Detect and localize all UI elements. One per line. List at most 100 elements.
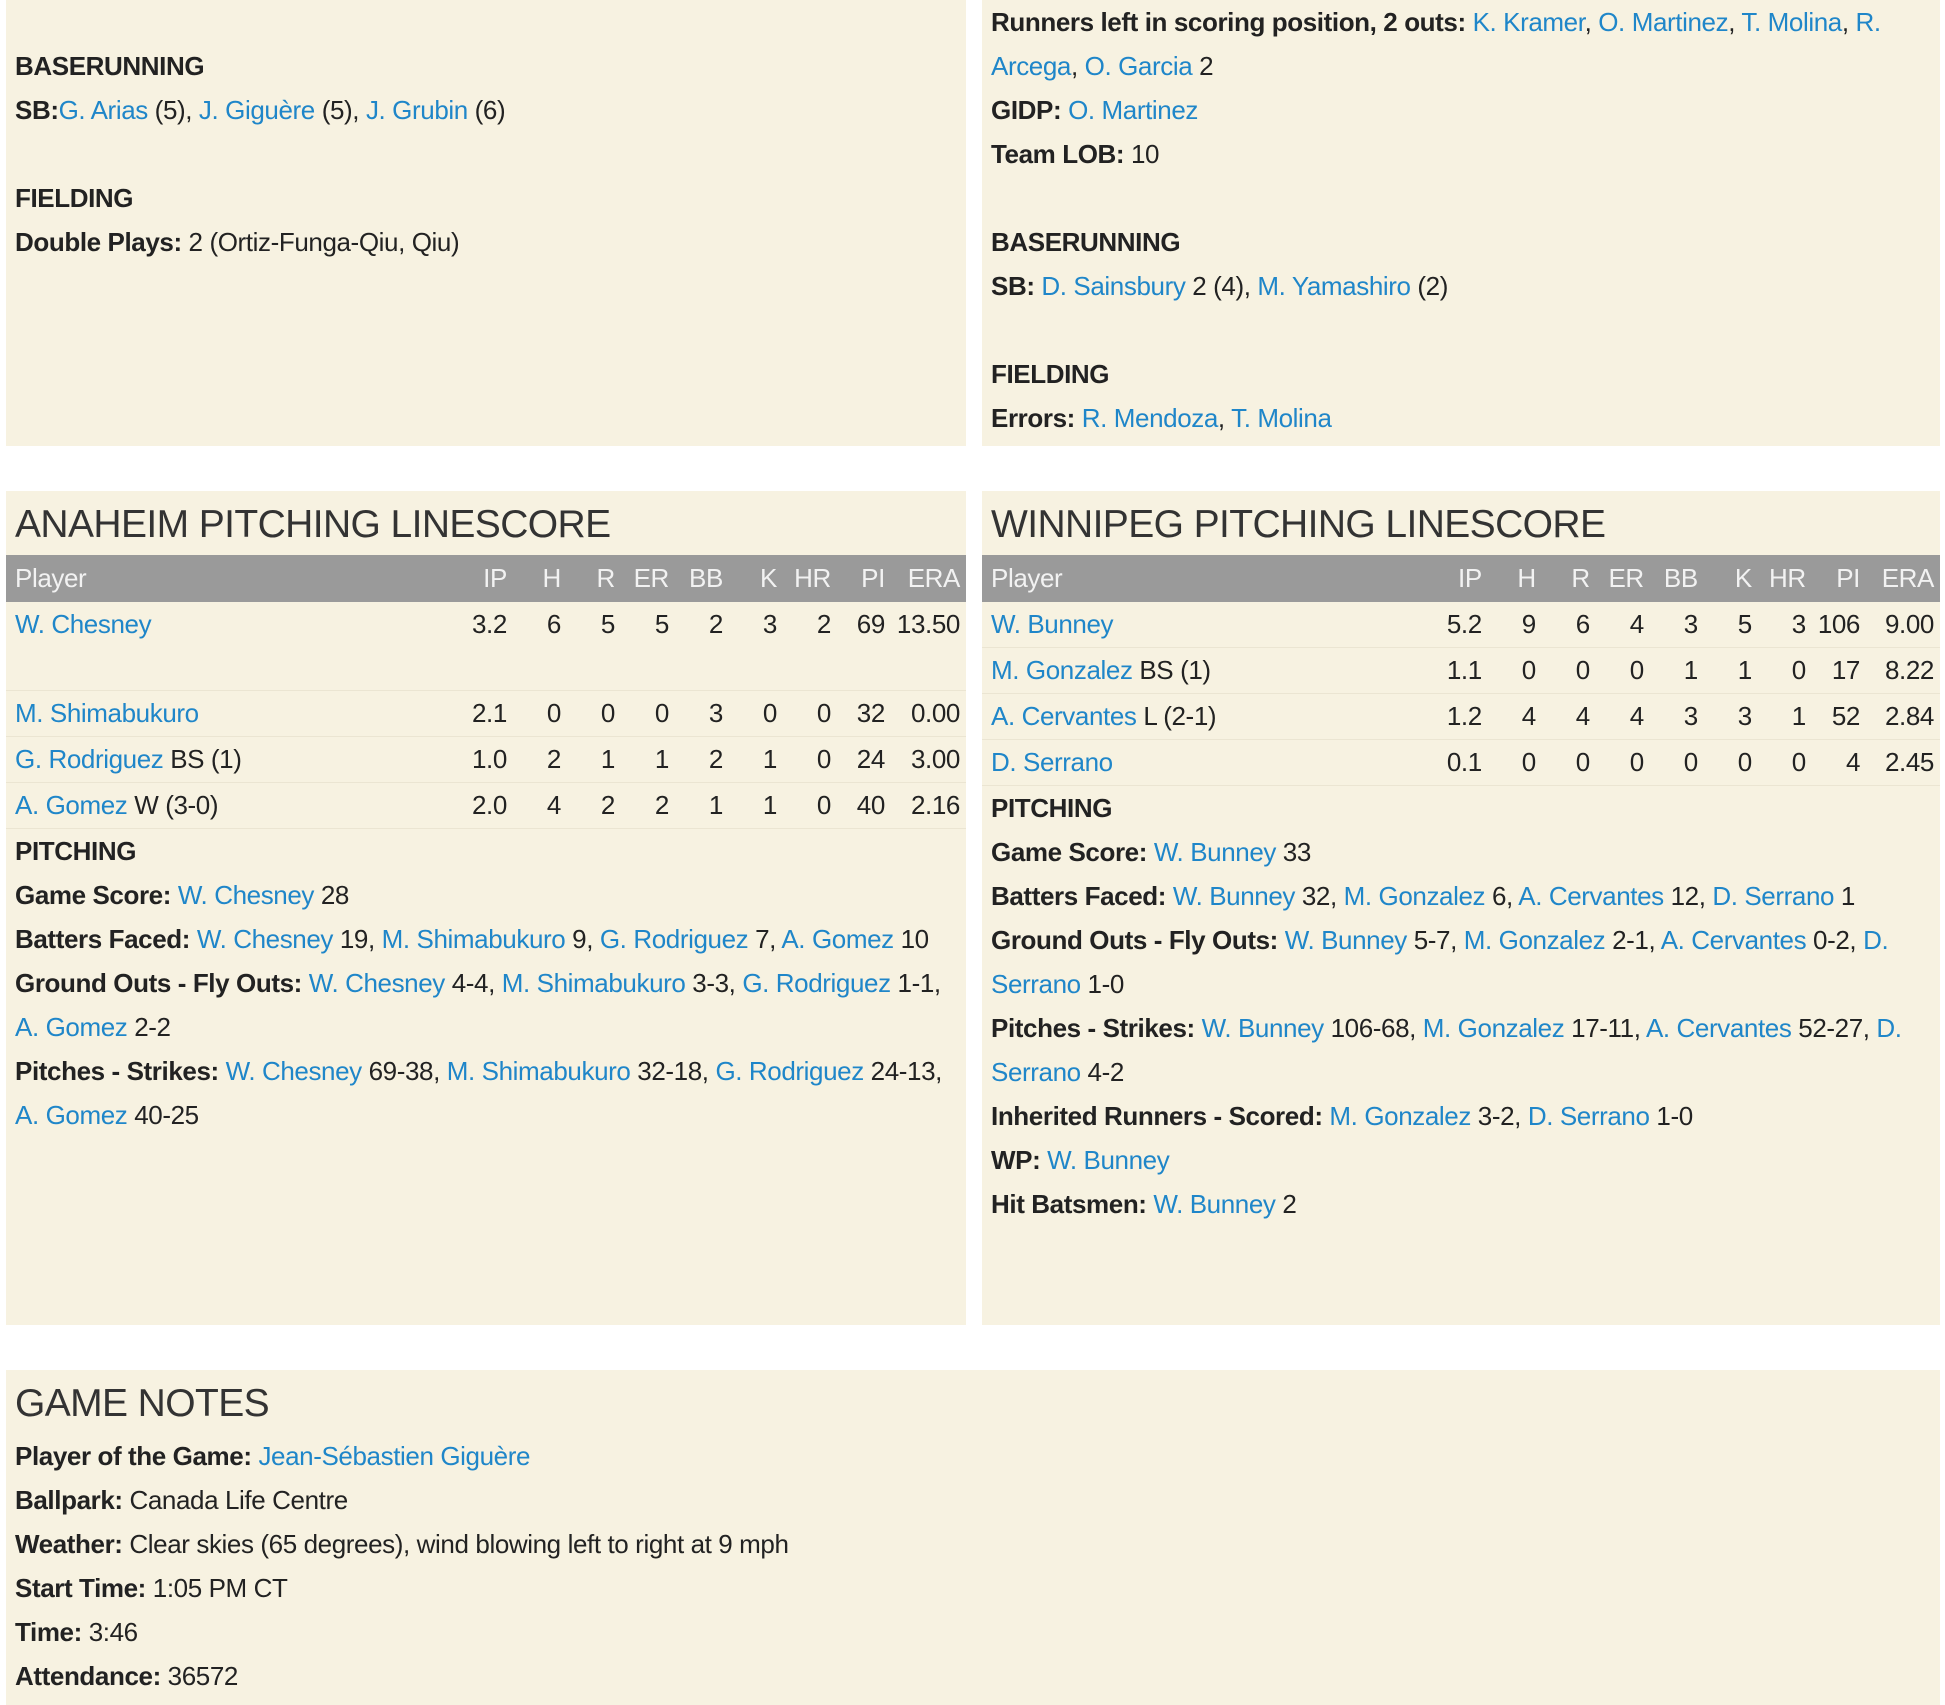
column-header-k[interactable]: K xyxy=(728,555,783,602)
stat-er: 4 xyxy=(1595,602,1650,648)
player-link[interactable]: A. Cervantes xyxy=(1660,925,1807,955)
player-link[interactable]: O. Garcia xyxy=(1084,51,1193,81)
player-link[interactable]: M. Yamashiro xyxy=(1257,271,1411,301)
player-link[interactable]: W. Bunney xyxy=(1153,837,1277,867)
column-header-pi[interactable]: PI xyxy=(1811,555,1866,602)
column-header-player[interactable]: Player xyxy=(982,555,1434,602)
note-label: Team LOB: xyxy=(991,139,1125,169)
player-link[interactable]: D. Serrano xyxy=(991,1013,1902,1087)
player-link[interactable]: W. Chesney xyxy=(15,609,152,639)
player-link[interactable]: W. Bunney xyxy=(1201,1013,1325,1043)
player-link[interactable]: R. Arcega xyxy=(991,7,1881,81)
column-header-k[interactable]: K xyxy=(1703,555,1758,602)
player-link[interactable]: W. Bunney xyxy=(1047,1145,1170,1175)
player-link[interactable]: M. Gonzalez xyxy=(1329,1101,1471,1131)
note-text: , xyxy=(1841,7,1856,37)
player-link[interactable]: D. Serrano xyxy=(991,925,1889,999)
player-link[interactable]: G. Rodriguez xyxy=(742,968,891,998)
player-link[interactable]: A. Gomez xyxy=(15,1100,128,1130)
note-line: WP: W. Bunney xyxy=(991,1138,1931,1182)
player-link[interactable]: T. Molina xyxy=(1231,403,1332,433)
player-link[interactable]: G. Rodriguez xyxy=(15,744,164,774)
player-link[interactable]: J. Grubin xyxy=(365,95,468,125)
note-text: (6) xyxy=(467,95,506,125)
stat-bb: 2 xyxy=(674,602,729,691)
column-header-er[interactable]: ER xyxy=(620,555,675,602)
player-link[interactable]: G. Rodriguez xyxy=(715,1056,864,1086)
player-link[interactable]: A. Gomez xyxy=(15,790,128,820)
decision-note: L (2-1) xyxy=(1136,701,1217,731)
player-link[interactable]: M. Shimabukuro xyxy=(501,968,686,998)
note-label: Player of the Game: xyxy=(15,1441,252,1471)
stat-hr: 1 xyxy=(1757,693,1812,740)
stat-ip: 2.0 xyxy=(458,782,513,829)
pitching-notes: PITCHING Game Score: W. Bunney 33 Batters … xyxy=(991,786,1931,1226)
player-link[interactable]: D. Serrano xyxy=(1712,881,1835,911)
player-link[interactable]: R. Mendoza xyxy=(1081,403,1219,433)
stat-k: 1 xyxy=(728,736,783,783)
player-link[interactable]: T. Molina xyxy=(1741,7,1842,37)
stat-r: 0 xyxy=(1541,647,1596,694)
player-link[interactable]: J. Giguère xyxy=(198,95,315,125)
player-link[interactable]: W. Bunney xyxy=(1153,1189,1276,1219)
column-header-er[interactable]: ER xyxy=(1595,555,1650,602)
winnipeg-pitching-panel: WINNIPEG PITCHING LINESCORE Player IP H R ER… xyxy=(982,491,1940,1325)
column-header-bb[interactable]: BB xyxy=(674,555,729,602)
player-link[interactable]: D. Serrano xyxy=(1527,1101,1650,1131)
player-link[interactable]: A. Cervantes xyxy=(1645,1013,1792,1043)
note-text xyxy=(190,924,197,954)
player-link[interactable]: O. Martinez xyxy=(1068,95,1199,125)
player-link[interactable]: M. Gonzalez xyxy=(1343,881,1486,911)
player-link[interactable]: W. Chesney xyxy=(308,968,446,998)
column-header-h[interactable]: H xyxy=(512,555,567,602)
game-notes-panel: GAME NOTES Player of the Game: Jean-Séba… xyxy=(6,1370,1940,1705)
note-text: , xyxy=(1070,51,1085,81)
note-text: 24-13, xyxy=(863,1056,943,1086)
column-header-r[interactable]: R xyxy=(566,555,621,602)
player-link[interactable]: W. Bunney xyxy=(1284,925,1408,955)
player-link[interactable]: O. Martinez xyxy=(1598,7,1729,37)
player-link[interactable]: D. Sainsbury xyxy=(1041,271,1186,301)
player-link[interactable]: W. Chesney xyxy=(225,1056,363,1086)
column-header-ip[interactable]: IP xyxy=(1433,555,1488,602)
player-link[interactable]: M. Shimabukuro xyxy=(446,1056,631,1086)
player-link[interactable]: M. Shimabukuro xyxy=(381,924,566,954)
player-link[interactable]: W. Bunney xyxy=(991,609,1114,639)
stat-h: 0 xyxy=(512,690,567,737)
stat-er: 2 xyxy=(620,782,675,829)
note-label: Pitches - Strikes: xyxy=(15,1056,219,1086)
column-header-ip[interactable]: IP xyxy=(458,555,513,602)
player-link[interactable]: G. Arias xyxy=(58,95,149,125)
column-header-h[interactable]: H xyxy=(1487,555,1542,602)
stat-ip: 3.2 xyxy=(458,602,513,691)
anaheim-notes-panel: BASERUNNING SB:G. Arias (5), J. Giguère (… xyxy=(6,0,966,446)
notes-list: BASERUNNING SB:G. Arias (5), J. Giguère (… xyxy=(15,44,957,264)
column-header-hr[interactable]: HR xyxy=(782,555,837,602)
player-link[interactable]: Jean-Sébastien Giguère xyxy=(258,1441,531,1471)
note-text: 1 xyxy=(1834,881,1855,911)
player-link[interactable]: A. Cervantes xyxy=(991,701,1137,731)
note-text: 28 xyxy=(314,880,350,910)
player-link[interactable]: G. Rodriguez xyxy=(599,924,749,954)
player-link[interactable]: M. Gonzalez xyxy=(991,655,1133,685)
column-header-hr[interactable]: HR xyxy=(1757,555,1812,602)
player-link[interactable]: M. Shimabukuro xyxy=(15,698,199,728)
player-link[interactable]: M. Gonzalez xyxy=(1463,925,1606,955)
player-link[interactable]: A. Gomez xyxy=(781,924,894,954)
player-link[interactable]: W. Chesney xyxy=(177,880,315,910)
column-header-era[interactable]: ERA xyxy=(1866,555,1940,602)
player-link[interactable]: M. Gonzalez xyxy=(1422,1013,1565,1043)
player-link[interactable]: D. Serrano xyxy=(991,747,1113,777)
anaheim-pitching-panel: ANAHEIM PITCHING LINESCORE Player IP H R ER B… xyxy=(6,491,966,1325)
column-header-era[interactable]: ERA xyxy=(890,555,966,602)
stat-ip: 5.2 xyxy=(1433,602,1488,648)
player-link[interactable]: K. Kramer xyxy=(1472,7,1585,37)
player-link[interactable]: A. Gomez xyxy=(15,1012,128,1042)
player-link[interactable]: A. Cervantes xyxy=(1518,881,1664,911)
column-header-bb[interactable]: BB xyxy=(1649,555,1704,602)
column-header-player[interactable]: Player xyxy=(6,555,459,602)
player-link[interactable]: W. Chesney xyxy=(196,924,334,954)
column-header-r[interactable]: R xyxy=(1541,555,1596,602)
player-link[interactable]: W. Bunney xyxy=(1172,881,1296,911)
column-header-pi[interactable]: PI xyxy=(836,555,891,602)
